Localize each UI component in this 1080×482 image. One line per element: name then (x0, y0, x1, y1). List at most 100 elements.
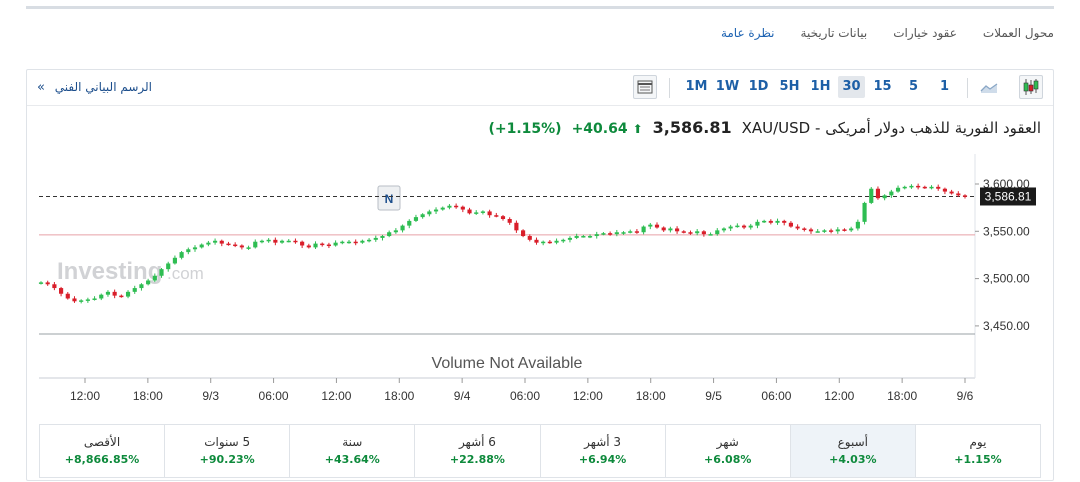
timeframe-5[interactable]: 5 (908, 79, 919, 94)
current-price-label: 3,586.81 (985, 189, 1032, 203)
candle-body (634, 231, 639, 233)
candle-body (467, 209, 472, 214)
news-marker[interactable]: N (377, 185, 401, 211)
candle-body (219, 240, 224, 244)
candle-body (862, 202, 867, 222)
candle (45, 280, 50, 286)
candle (340, 240, 345, 245)
candle (661, 226, 666, 232)
candle-body (199, 244, 204, 248)
candle-body (447, 205, 452, 208)
candle (561, 238, 566, 243)
candlestick-chart-icon[interactable] (1019, 75, 1043, 99)
candle-body (246, 247, 251, 249)
timeframe-30[interactable]: 30 (838, 76, 865, 98)
technical-chart-link[interactable]: الرسم البياني الفني » (37, 80, 152, 95)
tab-options[interactable]: عقود خيارات (893, 26, 957, 40)
tab-overview[interactable]: نظرة عامة (720, 26, 775, 40)
area-chart-icon[interactable] (977, 75, 1001, 99)
candle-body (387, 232, 392, 237)
candle (52, 282, 57, 291)
timeframe-15[interactable]: 15 (873, 79, 892, 94)
candle-body (52, 284, 57, 289)
candle-body (333, 242, 338, 246)
candle-body (367, 239, 372, 242)
performance-stats: يوم +1.15% أسبوع +4.03% شهر +6.08% 3 أشهر +6… (39, 424, 1041, 478)
candle (755, 219, 760, 229)
candle (413, 214, 419, 223)
candle (608, 231, 613, 236)
candle-body (587, 236, 593, 238)
candle (119, 294, 124, 298)
stat-3-months[interactable]: 3 أشهر +6.94% (539, 425, 665, 477)
investing-watermark: Investing .com (57, 258, 204, 285)
timeframe-1[interactable]: 1 (939, 79, 950, 94)
instrument-change: +40.64 (571, 121, 628, 137)
stat-6-months[interactable]: 6 أشهر +22.88% (414, 425, 539, 477)
candle-body (420, 214, 425, 218)
candle (949, 189, 954, 195)
stat-month[interactable]: شهر +6.08% (664, 425, 790, 477)
candle (735, 223, 740, 228)
candle-body (273, 239, 278, 243)
chevron-right-icon: » (37, 80, 45, 95)
candle (333, 240, 338, 247)
candle (112, 289, 117, 299)
table-view-icon[interactable] (633, 75, 657, 99)
instrument-change-pct: (+1.15%) (488, 121, 562, 137)
candle (387, 230, 392, 238)
stat-value: +43.64% (324, 453, 380, 466)
candle (480, 210, 485, 215)
x-tick-label: 12:00 (573, 389, 603, 403)
stat-5-years[interactable]: 5 سنوات +90.23% (164, 425, 289, 477)
candle (146, 278, 151, 286)
candle (962, 194, 968, 199)
stat-label: سنة (342, 435, 363, 449)
candle (300, 240, 305, 249)
candle (534, 237, 539, 245)
timeframe-5H[interactable]: 5H (779, 79, 800, 94)
candle (253, 239, 258, 249)
candle-body (855, 221, 860, 229)
candle-body (172, 257, 177, 264)
tab-currency-converter[interactable]: محول العملات (982, 26, 1054, 40)
stat-week[interactable]: أسبوع +4.03% (789, 425, 915, 477)
stat-year[interactable]: سنة +43.64% (289, 425, 414, 477)
x-tick-label: 9/5 (705, 389, 722, 403)
candle-body (480, 211, 485, 213)
candle-body (306, 245, 311, 248)
timeframe-1M[interactable]: 1M (685, 79, 708, 94)
candle-body (514, 222, 519, 231)
candle-body (808, 229, 814, 232)
candle-body (534, 239, 539, 243)
candle (634, 229, 639, 234)
candle-body (902, 186, 907, 189)
candle (273, 237, 278, 246)
stat-max[interactable]: الأقصى +8,866.85% (40, 425, 164, 477)
candle (125, 290, 131, 299)
y-tick-label: 3,450.00 (983, 319, 1030, 333)
candle-body (85, 299, 90, 301)
candle-body (166, 263, 171, 270)
candle (400, 224, 405, 233)
timeframe-1D[interactable]: 1D (748, 79, 769, 94)
candle (628, 229, 633, 234)
candle (239, 244, 244, 250)
candle (942, 187, 947, 195)
candle (79, 299, 84, 304)
candle-body (849, 228, 854, 231)
stat-label: 6 أشهر (458, 435, 496, 449)
candle (367, 238, 372, 243)
stat-value: +6.08% (703, 453, 752, 466)
tab-historical-data[interactable]: بيانات تاريخية (800, 26, 868, 40)
candle-body (460, 206, 465, 210)
timeframe-1H[interactable]: 1H (810, 79, 831, 94)
timeframe-1W[interactable]: 1W (715, 79, 740, 94)
candle (862, 201, 867, 225)
candle (199, 243, 204, 249)
candle-body (942, 188, 947, 192)
stat-day[interactable]: يوم +1.15% (914, 425, 1040, 477)
candle (802, 227, 807, 232)
stat-label: 3 أشهر (584, 435, 622, 449)
candle (407, 219, 412, 229)
